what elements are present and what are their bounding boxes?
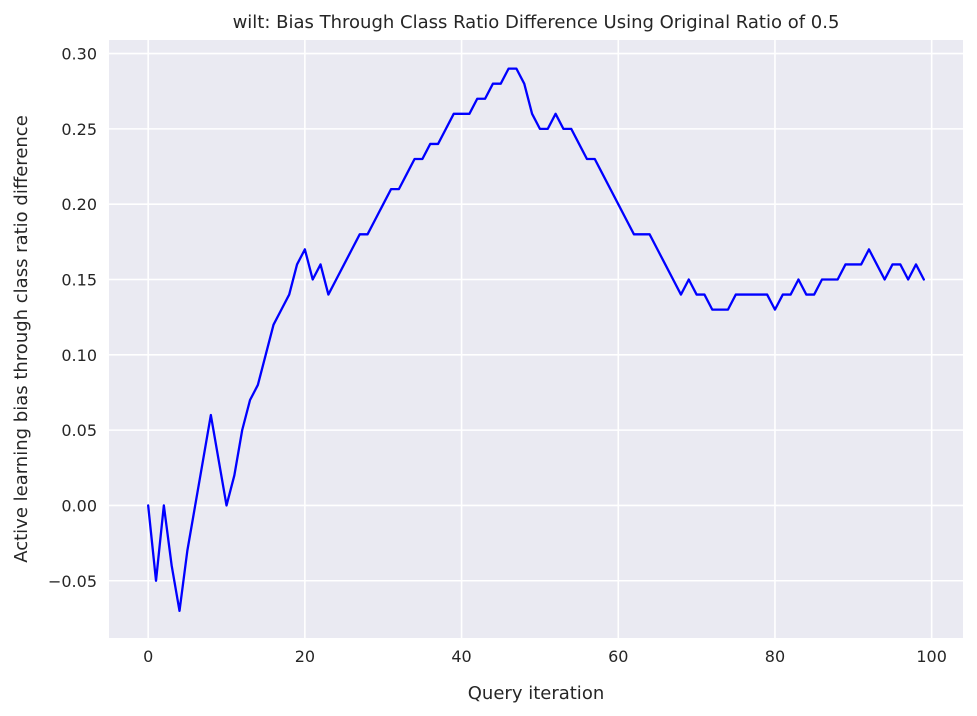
- x-tick-label: 60: [608, 647, 628, 666]
- x-tick-label: 100: [916, 647, 947, 666]
- y-axis-label: Active learning bias through class ratio…: [11, 115, 32, 563]
- series-layer: [147, 67, 925, 613]
- chart-title: wilt: Bias Through Class Ratio Differenc…: [233, 12, 840, 33]
- x-tick-label: 0: [143, 647, 153, 666]
- x-axis-label: Query iteration: [468, 683, 604, 704]
- y-tick-label: −0.05: [48, 572, 97, 591]
- x-tick-label: 20: [295, 647, 315, 666]
- y-tick-label: 0.25: [61, 120, 97, 139]
- x-tick-label: 80: [765, 647, 785, 666]
- plot-background: [109, 40, 963, 638]
- y-tick-label: 0.15: [61, 271, 97, 290]
- grid-lines: [109, 40, 963, 638]
- y-tick-label: 0.00: [61, 496, 97, 515]
- y-tick-label: 0.05: [61, 421, 97, 440]
- y-tick-label: 0.10: [61, 346, 97, 365]
- series-line: [147, 67, 925, 613]
- x-tick-label: 40: [451, 647, 471, 666]
- y-tick-label: 0.30: [61, 45, 97, 64]
- y-tick-label: 0.20: [61, 195, 97, 214]
- tick-labels: 0 20 40 60 80 100 −0.05 0.00 0.05 0.10 0.15 0.20 0.2…: [48, 45, 947, 666]
